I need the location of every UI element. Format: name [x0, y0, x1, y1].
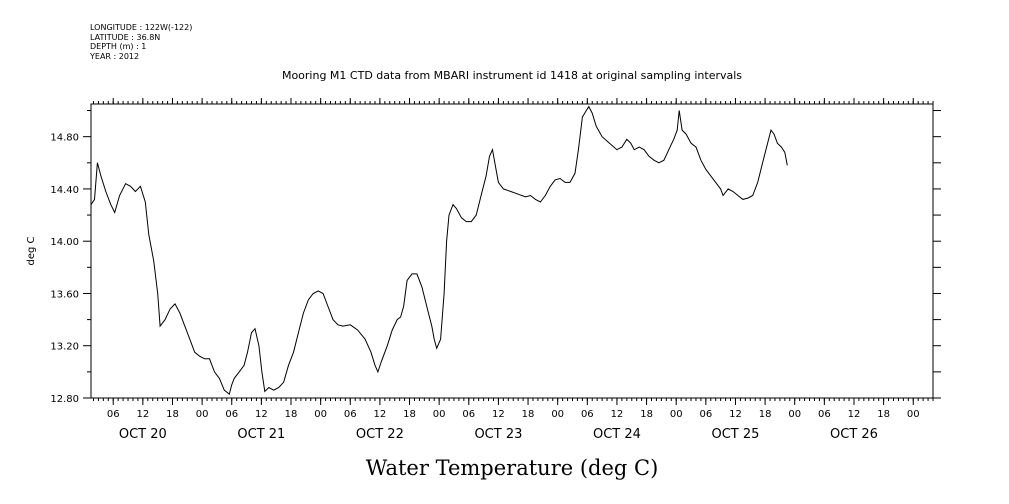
x-ticks [92, 98, 934, 405]
plot-frame [90, 103, 934, 399]
x-tick-label: 06 [107, 409, 120, 420]
x-tick-label: 00 [670, 409, 683, 420]
x-tick-label: 18 [285, 409, 298, 420]
header-year: YEAR : 2012 [89, 52, 139, 61]
x-tick-label: 06 [581, 409, 594, 420]
x-tick-label: 00 [433, 409, 446, 420]
x-tick-label: 00 [314, 409, 327, 420]
x-tick-label: 18 [640, 409, 653, 420]
y-tick-label: 14.40 [50, 185, 79, 196]
x-tick-label: 06 [818, 409, 831, 420]
x-tick-label: 06 [699, 409, 712, 420]
x-tick-labels: 06 12 18 00 06 12 18 00 06 12 18 00 06 12 18 00 06 12 18 00… [107, 409, 920, 420]
x-axis-label: Water Temperature (deg C) [366, 456, 659, 480]
x-tick-label: 12 [136, 409, 149, 420]
x-tick-label: 00 [907, 409, 920, 420]
header-depth: DEPTH (m) : 1 [90, 42, 146, 51]
header-latitude: LATITUDE : 36.8N [90, 33, 160, 42]
x-tick-label: 12 [492, 409, 505, 420]
y-ticks: 12.80 13.20 13.60 14.00 14.40 14.80 [50, 110, 941, 405]
x-tick-label: 18 [403, 409, 416, 420]
day-label: OCT 23 [474, 427, 522, 442]
day-labels: OCT 20 OCT 21 OCT 22 OCT 23 OCT 24 OCT 25 OCT … [119, 427, 878, 442]
x-tick-label: 12 [611, 409, 624, 420]
x-tick-label: 12 [374, 409, 387, 420]
y-tick-label: 13.60 [50, 289, 79, 300]
x-tick-label: 00 [196, 409, 209, 420]
day-label: OCT 24 [593, 427, 641, 442]
x-tick-label: 18 [166, 409, 179, 420]
x-tick-label: 18 [877, 409, 890, 420]
x-tick-label: 12 [729, 409, 742, 420]
x-tick-label: 06 [225, 409, 238, 420]
y-axis-label: deg C [26, 236, 37, 265]
x-tick-label: 18 [522, 409, 535, 420]
x-tick-label: 06 [344, 409, 357, 420]
x-tick-label: 12 [848, 409, 861, 420]
header-longitude: LONGITUDE : 122W(-122) [90, 23, 192, 32]
day-label: OCT 25 [711, 427, 759, 442]
day-label: OCT 26 [830, 427, 878, 442]
x-tick-label: 18 [759, 409, 772, 420]
y-tick-label: 14.80 [50, 133, 79, 144]
x-tick-label: 00 [551, 409, 564, 420]
x-tick-label: 12 [255, 409, 268, 420]
chart-title: Mooring M1 CTD data from MBARI instrumen… [282, 69, 742, 82]
y-tick-label: 14.00 [50, 237, 79, 248]
day-label: OCT 22 [356, 427, 404, 442]
y-tick-label: 13.20 [50, 342, 79, 353]
day-label: OCT 20 [119, 427, 167, 442]
x-tick-label: 00 [788, 409, 801, 420]
series-group [90, 105, 788, 395]
day-label: OCT 21 [237, 427, 285, 442]
series-line [90, 105, 788, 395]
y-tick-label: 12.80 [50, 394, 79, 405]
x-tick-label: 06 [462, 409, 475, 420]
